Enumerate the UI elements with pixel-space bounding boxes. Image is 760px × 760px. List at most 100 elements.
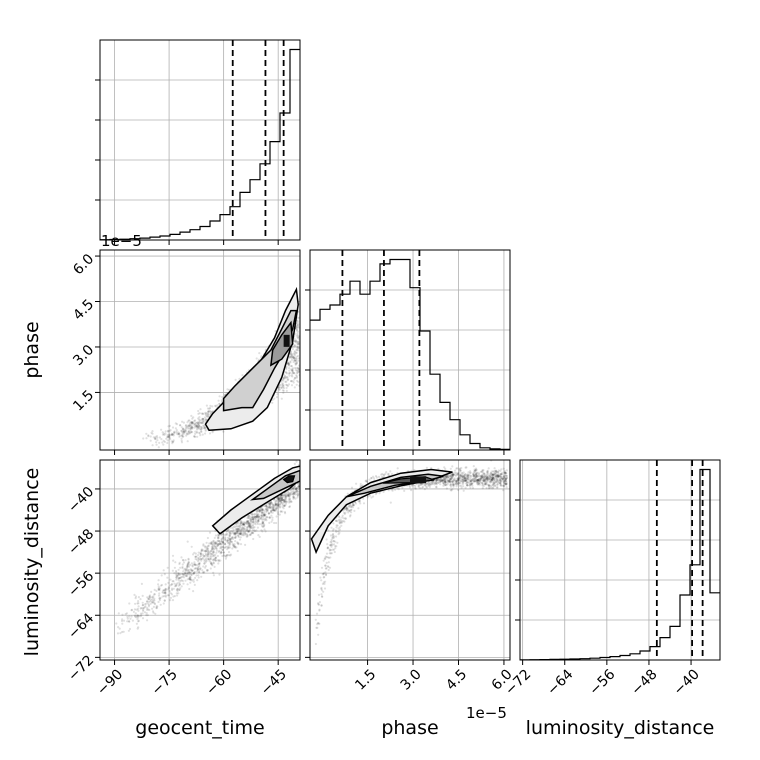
hist-phase-frame xyxy=(309,249,511,451)
pair-geocent-distance-point xyxy=(167,594,170,597)
pair-phase-distance-point xyxy=(442,482,445,485)
pair-geocent-distance-point xyxy=(281,498,284,501)
pair-geocent-distance-point xyxy=(130,608,134,612)
pair-geocent-distance-point xyxy=(281,502,284,505)
pair-geocent-distance-point xyxy=(186,568,189,571)
pair-phase-distance-point xyxy=(456,473,459,476)
pair-geocent-distance-point xyxy=(291,487,295,490)
pair-geocent-phase-point xyxy=(177,431,180,434)
pair-phase-distance-point xyxy=(443,479,446,483)
pair-geocent-phase-point xyxy=(198,424,201,428)
pair-phase-distance-point xyxy=(338,519,341,523)
pair-geocent-phase-point xyxy=(297,323,300,326)
pair-geocent-distance-point xyxy=(258,535,261,539)
pair-geocent-distance-point xyxy=(230,540,233,543)
pair-phase-distance-point xyxy=(451,475,454,478)
pair-phase-distance-point xyxy=(463,477,466,480)
pair-phase-distance-point xyxy=(467,478,470,481)
pair-geocent-phase-point xyxy=(294,376,297,380)
pair-geocent-phase-point xyxy=(295,329,298,332)
pair-phase-distance-point xyxy=(479,475,483,478)
pair-geocent-phase-point xyxy=(187,427,190,430)
pair-geocent-distance-point xyxy=(220,540,224,543)
pair-geocent-distance-point xyxy=(155,589,158,593)
pair-phase-distance-point xyxy=(338,531,341,534)
pair-geocent-distance-point xyxy=(173,582,176,585)
pair-geocent-distance-point xyxy=(239,526,242,529)
pair-geocent-phase-point xyxy=(297,368,300,371)
pair-geocent-distance-point xyxy=(190,573,193,576)
pair-geocent-distance-point xyxy=(178,573,181,577)
pair-geocent-phase-point xyxy=(195,431,198,434)
pair-phase-distance-point xyxy=(469,476,472,479)
pair-phase-distance-point xyxy=(481,487,484,490)
pair-geocent-phase-point xyxy=(195,424,198,427)
pair-phase-distance-point xyxy=(465,477,468,480)
pair-phase-distance-point xyxy=(496,475,499,478)
pair-geocent-phase-point xyxy=(197,422,200,425)
pair-geocent-distance-point xyxy=(250,513,253,516)
pair-geocent-distance-point xyxy=(160,574,163,577)
pair-geocent-distance-point xyxy=(192,578,195,581)
pair-phase-distance-point xyxy=(447,476,450,480)
pair-geocent-phase-point xyxy=(200,412,203,415)
pair-phase-distance-point xyxy=(425,482,429,485)
pair-geocent-distance-point xyxy=(265,504,268,507)
pair-geocent-distance-point xyxy=(281,496,284,499)
pair-geocent-distance-point xyxy=(204,546,207,549)
pair-geocent-distance-point xyxy=(130,609,133,612)
pair-geocent-distance-point xyxy=(200,549,203,553)
pair-geocent-phase-point xyxy=(293,386,296,389)
pair-geocent-distance-point xyxy=(274,505,277,508)
pair-phase-distance-point xyxy=(327,565,330,569)
pair-geocent-distance-point xyxy=(194,552,197,555)
pair-geocent-distance-point xyxy=(179,566,182,569)
pair-phase-distance-point xyxy=(464,479,467,482)
pair-geocent-distance-point xyxy=(150,596,153,599)
pair-phase-distance-point xyxy=(343,508,346,511)
pair-geocent-phase-point xyxy=(203,425,206,428)
pair-geocent-distance-point xyxy=(236,529,239,532)
pair-geocent-distance-point xyxy=(233,533,236,536)
pair-geocent-distance-point xyxy=(265,505,268,508)
pair-geocent-distance-point xyxy=(262,524,265,528)
pair-geocent-distance-point xyxy=(260,508,263,511)
pair-geocent-distance-point xyxy=(262,508,265,511)
pair-phase-distance-point xyxy=(501,477,504,480)
pair-geocent-phase-point xyxy=(286,361,289,364)
pair-geocent-distance-point xyxy=(212,562,215,565)
pair-geocent-phase-point xyxy=(189,426,192,429)
pair-phase-distance-point xyxy=(483,483,486,486)
pair-phase-distance-point xyxy=(493,481,496,484)
pair-phase-distance-point xyxy=(455,467,458,470)
pair-geocent-distance-point xyxy=(163,573,166,576)
pair-geocent-phase-point xyxy=(156,436,159,439)
pair-geocent-distance-point xyxy=(211,545,214,548)
pair-phase-distance-point xyxy=(443,481,447,484)
pair-geocent-phase-point xyxy=(291,355,294,358)
pair-geocent-distance-point xyxy=(279,497,282,501)
pair-geocent-phase-point xyxy=(297,336,300,340)
pair-geocent-distance-point xyxy=(261,524,264,527)
pair-geocent-phase-point xyxy=(168,434,171,437)
pair-geocent-phase-point xyxy=(197,422,200,425)
pair-geocent-distance-point xyxy=(248,518,252,521)
pair-geocent-distance-point xyxy=(248,523,251,526)
pair-geocent-distance-point xyxy=(151,607,154,610)
pair-geocent-distance-point xyxy=(237,543,240,546)
pair-phase-distance-point xyxy=(461,474,464,477)
pair-geocent-phase-point xyxy=(296,324,299,327)
pair-geocent-phase-point xyxy=(295,360,298,363)
pair-phase-distance-point xyxy=(450,477,453,480)
pair-phase-distance-point xyxy=(463,475,466,478)
pair-geocent-distance-point xyxy=(212,550,216,553)
pair-phase-distance-point xyxy=(341,516,344,519)
pair-phase-distance-point xyxy=(448,478,452,481)
pair-phase-distance-point xyxy=(488,484,491,487)
pair-phase-distance-point xyxy=(472,475,475,478)
pair-phase-distance-point xyxy=(481,473,484,476)
pair-geocent-distance-point xyxy=(261,525,264,528)
pair-geocent-distance-point xyxy=(187,562,190,565)
pair-phase-distance-point xyxy=(327,529,330,532)
pair-geocent-distance-point xyxy=(277,497,280,500)
